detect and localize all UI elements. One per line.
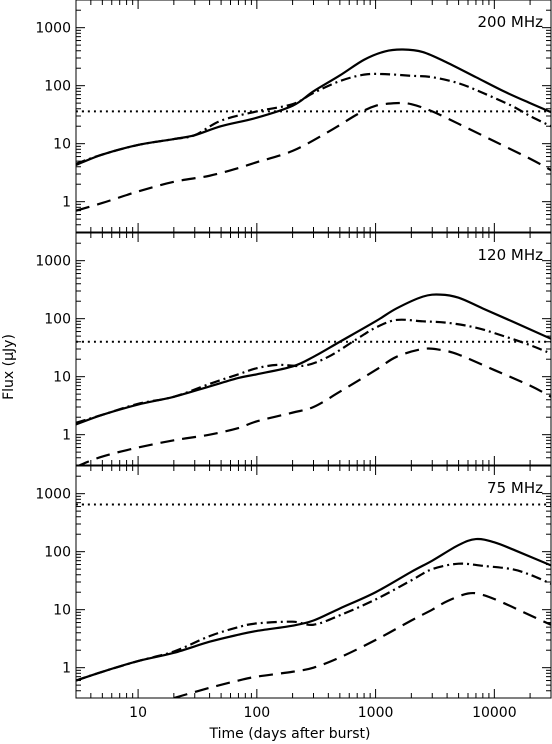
y-tick-labels: 1 10 100 1000 <box>35 487 71 677</box>
y-axis-title: Flux (μJy) <box>1 334 17 400</box>
x-tick-label: 100 <box>243 705 270 721</box>
series-lines <box>76 48 551 212</box>
x-tick-label: 10 <box>129 705 147 721</box>
panel-label: 120 MHz <box>478 246 544 264</box>
series-lines <box>76 503 551 698</box>
y-tick-label: 100 <box>44 79 71 95</box>
y-tick-label: 1000 <box>35 254 71 270</box>
x-tick-label: 1000 <box>358 705 394 721</box>
x-tick-label: 10000 <box>472 705 517 721</box>
plot-frame <box>75 0 552 233</box>
series-line-dashdot <box>76 562 551 682</box>
y-tick-label: 1 <box>62 195 71 211</box>
series-line-dashdot <box>76 72 551 165</box>
panel-120mhz: 1 10 100 1000 120 MHz <box>35 232 552 466</box>
panel-75mhz: 1 10 100 1000 10 100 1000 10000 75 MHz <box>35 465 552 721</box>
x-tick-labels: 10 100 1000 10000 <box>129 705 516 721</box>
series-line-dashed <box>173 591 551 698</box>
y-tick-label: 10 <box>53 603 71 619</box>
series-line-solid <box>76 293 551 426</box>
plot-frame <box>75 232 552 466</box>
series-line-solid <box>76 48 551 166</box>
tick-marks <box>75 232 552 466</box>
y-tick-labels: 1 10 100 1000 <box>35 254 71 444</box>
y-tick-label: 100 <box>44 545 71 561</box>
y-tick-label: 100 <box>44 312 71 328</box>
y-tick-label: 10 <box>53 137 71 153</box>
y-tick-label: 10 <box>53 370 71 386</box>
y-tick-labels: 1 10 100 1000 <box>35 21 71 211</box>
series-line-dashed <box>77 347 551 465</box>
x-axis-title: Time (days after burst) <box>209 726 371 742</box>
panel-label: 200 MHz <box>478 13 544 31</box>
series-lines <box>76 293 551 465</box>
plot-frame <box>75 465 552 699</box>
y-tick-label: 1 <box>62 661 71 677</box>
tick-marks <box>75 465 552 699</box>
series-line-dashdot <box>76 318 551 424</box>
panel-200mhz: 1 10 100 1000 200 MHz <box>35 0 552 233</box>
series-line-solid <box>76 537 551 682</box>
y-tick-label: 1000 <box>35 21 71 37</box>
y-tick-label: 1000 <box>35 487 71 503</box>
y-tick-label: 1 <box>62 428 71 444</box>
tick-marks <box>75 0 552 233</box>
panel-label: 75 MHz <box>487 479 543 497</box>
series-line-dashed <box>76 101 551 212</box>
